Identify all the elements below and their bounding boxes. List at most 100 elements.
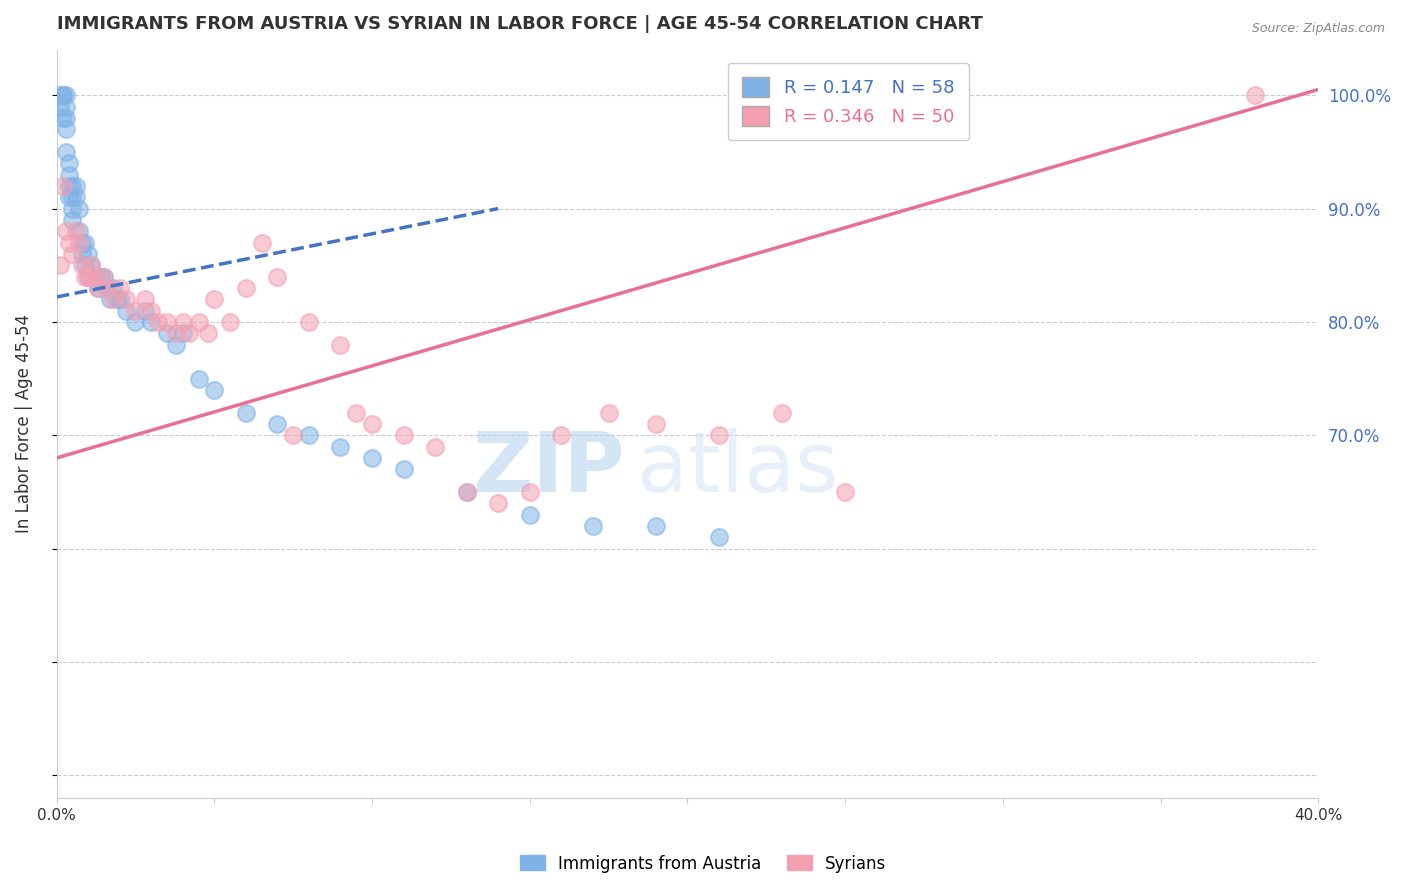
Point [49, 88, 72, 103]
Point [361, 450, 384, 465]
Point [60, 178, 83, 193]
Point [645, 417, 668, 431]
Point [49, 258, 72, 272]
Point [235, 406, 257, 420]
Point [707, 428, 730, 442]
Point [219, 315, 242, 329]
Point [108, 292, 131, 306]
Point [55, 111, 77, 125]
Point [73, 269, 96, 284]
Point [770, 406, 793, 420]
Point [58, 190, 80, 204]
Point [172, 315, 194, 329]
Point [83, 269, 105, 284]
Text: IMMIGRANTS FROM AUSTRIA VS SYRIAN IN LABOR FORCE | AGE 45-54 CORRELATION CHART: IMMIGRANTS FROM AUSTRIA VS SYRIAN IN LAB… [56, 15, 983, 33]
Text: Source: ZipAtlas.com: Source: ZipAtlas.com [1251, 22, 1385, 36]
Point [266, 417, 288, 431]
Point [134, 292, 156, 306]
Point [124, 303, 146, 318]
Point [392, 428, 415, 442]
Point [65, 178, 87, 193]
Point [67, 235, 90, 250]
Point [58, 168, 80, 182]
Point [93, 269, 115, 284]
Point [146, 315, 169, 329]
Point [1244, 88, 1267, 103]
Point [103, 292, 125, 306]
Point [392, 462, 415, 476]
Point [98, 292, 121, 306]
Point [298, 428, 321, 442]
Point [58, 156, 80, 170]
Point [141, 303, 163, 318]
Point [52, 88, 75, 103]
Point [96, 281, 118, 295]
Point [67, 202, 90, 216]
Point [115, 303, 138, 318]
Point [77, 269, 100, 284]
Point [486, 496, 509, 510]
Point [329, 440, 352, 454]
Point [124, 315, 146, 329]
Point [197, 326, 219, 341]
Legend: R = 0.147   N = 58, R = 0.346   N = 50: R = 0.147 N = 58, R = 0.346 N = 50 [728, 62, 969, 140]
Point [60, 202, 83, 216]
Point [93, 269, 115, 284]
Point [250, 235, 273, 250]
Point [298, 315, 321, 329]
Point [55, 99, 77, 113]
Point [73, 235, 96, 250]
Point [134, 303, 156, 318]
Point [86, 281, 108, 295]
Point [361, 417, 384, 431]
Point [266, 269, 288, 284]
Point [52, 178, 75, 193]
Point [58, 178, 80, 193]
Point [103, 281, 125, 295]
Point [172, 326, 194, 341]
Point [166, 337, 188, 351]
Point [834, 485, 856, 500]
Point [187, 371, 209, 385]
Point [77, 269, 100, 284]
Point [187, 315, 209, 329]
Point [86, 281, 108, 295]
Point [55, 122, 77, 136]
Point [60, 247, 83, 261]
Point [105, 292, 128, 306]
Legend: Immigrants from Austria, Syrians: Immigrants from Austria, Syrians [513, 848, 893, 880]
Point [55, 224, 77, 238]
Point [177, 326, 200, 341]
Point [70, 247, 93, 261]
Point [73, 258, 96, 272]
Point [52, 111, 75, 125]
Point [49, 99, 72, 113]
Point [519, 485, 541, 500]
Point [550, 428, 572, 442]
Point [423, 440, 446, 454]
Point [96, 281, 118, 295]
Point [156, 326, 179, 341]
Point [55, 88, 77, 103]
Point [707, 530, 730, 544]
Point [141, 315, 163, 329]
Point [519, 508, 541, 522]
Point [108, 281, 131, 295]
Point [156, 315, 179, 329]
Y-axis label: In Labor Force | Age 45-54: In Labor Force | Age 45-54 [15, 315, 32, 533]
Point [90, 269, 112, 284]
Point [77, 247, 100, 261]
Point [83, 269, 105, 284]
Point [115, 292, 138, 306]
Point [283, 428, 305, 442]
Point [598, 406, 620, 420]
Point [52, 88, 75, 103]
Point [65, 224, 87, 238]
Point [58, 235, 80, 250]
Point [55, 145, 77, 159]
Point [344, 406, 367, 420]
Point [582, 519, 605, 533]
Point [456, 485, 478, 500]
Point [456, 485, 478, 500]
Text: atlas: atlas [637, 428, 839, 509]
